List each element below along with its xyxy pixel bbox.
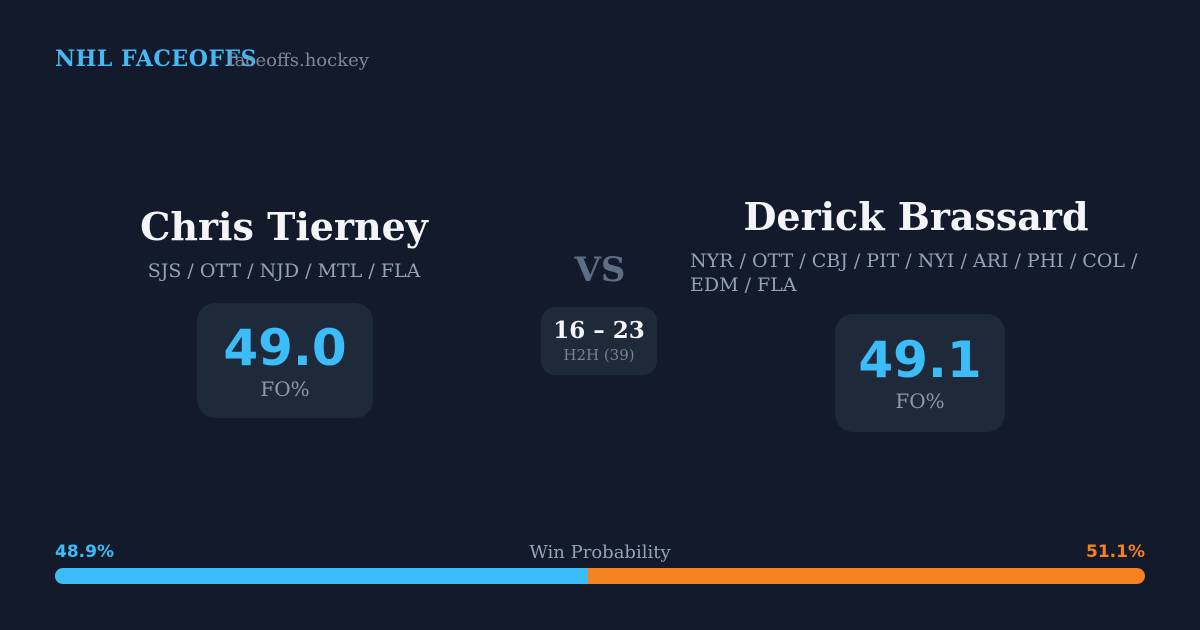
vs-label: VS — [574, 250, 626, 290]
player-left-name: Chris Tierney — [140, 204, 428, 249]
win-probability-fill-left — [55, 568, 588, 584]
player-left-fo-label: FO% — [260, 376, 310, 401]
h2h-score: 16 – 23 — [553, 317, 645, 344]
player-right-fo-label: FO% — [895, 389, 945, 413]
brand-logo: NHL FACEOFFS — [55, 46, 257, 72]
win-probability-bar — [55, 568, 1145, 584]
player-left-teams: SJS / OTT / NJD / MTL / FLA — [100, 259, 468, 283]
h2h-label: H2H (39) — [563, 346, 635, 364]
win-probability-title: Win Probability — [529, 542, 671, 563]
win-probability-right-pct: 51.1% — [1086, 542, 1145, 562]
player-right-fo-box: 49.1 FO% — [835, 314, 1005, 432]
player-right-teams-line: EDM / FLA — [690, 274, 797, 296]
player-right-name: Derick Brassard — [743, 194, 1089, 239]
player-right-teams-line: NYR / OTT / CBJ / PIT / NYI / ARI / PHI … — [690, 250, 1138, 272]
player-left-teams-line: SJS / OTT / NJD / MTL / FLA — [147, 260, 421, 282]
site-domain: faceoffs.hockey — [228, 50, 369, 71]
h2h-box: 16 – 23 H2H (39) — [541, 307, 657, 375]
player-left-fo-box: 49.0 FO% — [197, 303, 373, 418]
player-right-column: Derick Brassard NYR / OTT / CBJ / PIT / … — [690, 194, 1142, 297]
player-left-fo-value: 49.0 — [223, 318, 347, 377]
player-right-teams: NYR / OTT / CBJ / PIT / NYI / ARI / PHI … — [690, 249, 1142, 297]
win-probability-left-pct: 48.9% — [55, 542, 114, 562]
player-right-fo-value: 49.1 — [858, 331, 982, 389]
player-left-column: Chris Tierney SJS / OTT / NJD / MTL / FL… — [100, 204, 468, 283]
